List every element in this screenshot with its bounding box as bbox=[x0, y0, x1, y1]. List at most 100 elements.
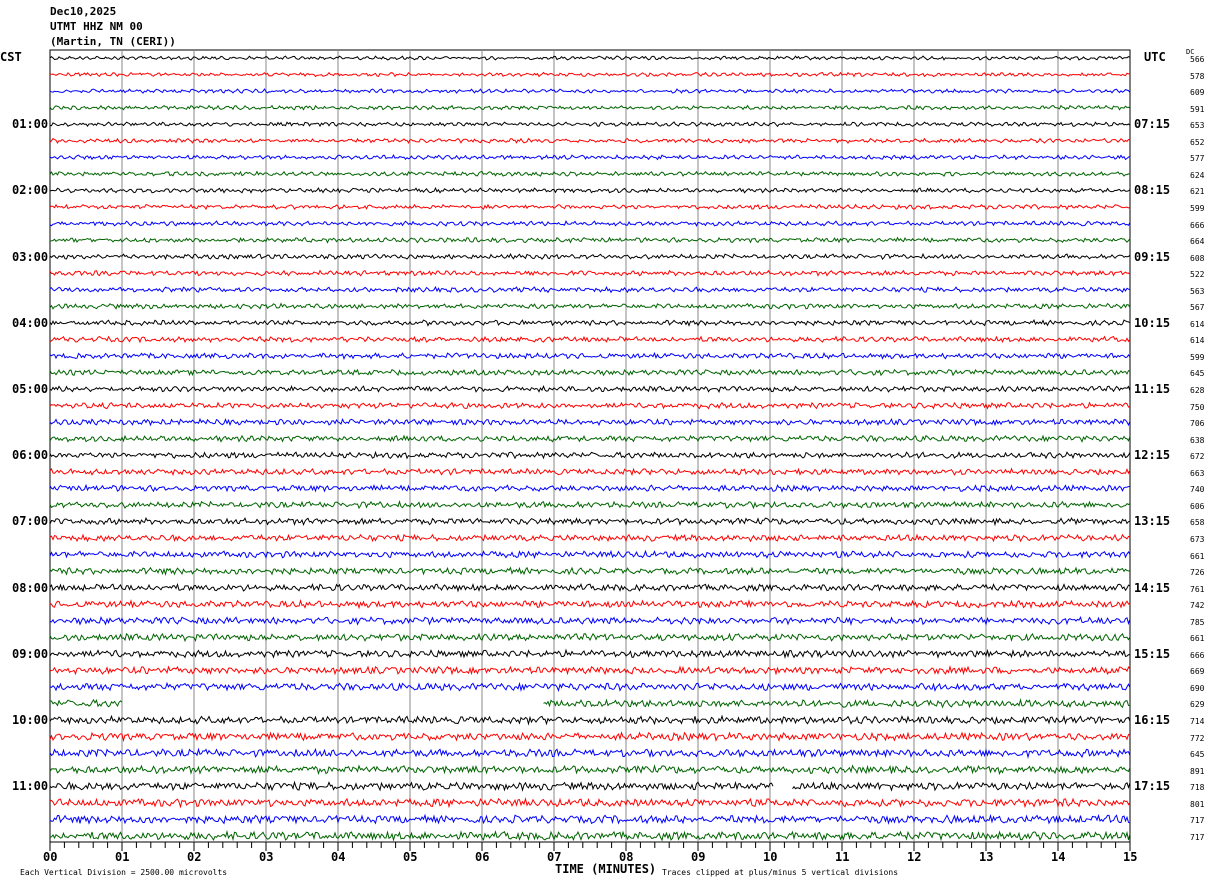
dc-offset-label: 726 bbox=[1190, 568, 1205, 578]
dc-offset-label: 742 bbox=[1190, 601, 1205, 611]
seismic-trace bbox=[49, 252, 1131, 261]
x-tick-label: 12 bbox=[907, 850, 922, 864]
utc-hour-label: 11:15 bbox=[1134, 382, 1171, 396]
x-tick-label: 15 bbox=[1123, 850, 1138, 864]
dc-offset-label: 599 bbox=[1190, 203, 1205, 213]
cst-hour-label: 10:00 bbox=[12, 713, 49, 727]
seismic-trace bbox=[49, 335, 1131, 344]
utc-hour-label: 07:15 bbox=[1134, 117, 1171, 132]
dc-offset-label: 522 bbox=[1190, 270, 1205, 280]
utc-hour-label: 10:15 bbox=[1134, 315, 1171, 330]
dc-offset-label: 672 bbox=[1190, 452, 1205, 462]
x-tick-label: 10 bbox=[763, 850, 778, 864]
seismic-trace bbox=[49, 516, 1131, 527]
station-label: UTMT HHZ NM 00 bbox=[50, 20, 143, 33]
seismic-trace bbox=[49, 764, 1131, 776]
seismic-trace bbox=[49, 829, 1131, 842]
dc-offset-label: 624 bbox=[1190, 170, 1205, 180]
x-tick-label: 11 bbox=[835, 850, 850, 864]
cst-hour-label: 01:00 bbox=[12, 117, 49, 132]
seismic-trace bbox=[49, 665, 1131, 676]
utc-hour-label: 12:15 bbox=[1134, 448, 1171, 463]
dc-offset-label: 645 bbox=[1190, 750, 1205, 760]
dc-offset-label: 653 bbox=[1190, 121, 1205, 131]
dc-offset-label: 628 bbox=[1190, 386, 1205, 395]
seismic-trace bbox=[49, 648, 1131, 660]
x-tick-label: 00 bbox=[43, 850, 58, 864]
seismic-trace bbox=[49, 500, 1131, 510]
dc-offset-label: 750 bbox=[1190, 402, 1205, 412]
seismic-trace bbox=[49, 269, 1131, 277]
dc-offset-label: 577 bbox=[1190, 154, 1205, 164]
dc-offset-label: 608 bbox=[1190, 253, 1205, 263]
left-timezone-label: CST bbox=[0, 50, 22, 64]
x-tick-label: 01 bbox=[115, 850, 130, 864]
seismic-trace bbox=[49, 302, 1131, 311]
seismic-trace bbox=[49, 88, 1131, 94]
seismic-trace bbox=[49, 186, 1131, 194]
seismic-trace bbox=[49, 285, 1131, 294]
utc-hour-label: 14:15 bbox=[1134, 580, 1171, 595]
seismic-trace bbox=[49, 121, 1131, 128]
utc-hour-label: 17:15 bbox=[1134, 779, 1171, 794]
seismic-trace bbox=[49, 714, 1131, 726]
cst-hour-label: 04:00 bbox=[12, 315, 49, 330]
x-tick-label: 09 bbox=[691, 850, 706, 864]
seismic-trace bbox=[49, 467, 1131, 477]
location-label: (Martin, TN (CERI)) bbox=[50, 35, 176, 48]
dc-header: DC bbox=[1186, 48, 1195, 56]
utc-hour-label: 13:15 bbox=[1134, 514, 1171, 529]
seismic-trace bbox=[49, 698, 1131, 709]
seismic-trace bbox=[49, 747, 1131, 759]
dc-offset-label: 663 bbox=[1190, 468, 1205, 478]
cst-hour-label: 02:00 bbox=[12, 183, 49, 198]
seismic-trace bbox=[49, 384, 1131, 393]
dc-offset-label: 563 bbox=[1190, 286, 1205, 296]
seismic-trace bbox=[49, 434, 1131, 443]
seismic-trace bbox=[49, 549, 1131, 560]
seismic-trace bbox=[49, 351, 1131, 360]
seismic-trace bbox=[49, 681, 1131, 693]
cst-hour-label: 08:00 bbox=[12, 580, 49, 595]
x-tick-label: 08 bbox=[619, 850, 634, 864]
cst-hour-label: 11:00 bbox=[12, 779, 49, 794]
seismic-trace bbox=[50, 71, 1131, 78]
dc-offset-label: 785 bbox=[1190, 617, 1205, 627]
plot-frame bbox=[49, 49, 1131, 843]
dc-offset-label: 714 bbox=[1190, 717, 1205, 726]
dc-offset-label: 661 bbox=[1190, 551, 1205, 561]
dc-offset-label: 638 bbox=[1190, 435, 1205, 445]
seismic-trace bbox=[49, 55, 1131, 61]
seismic-trace bbox=[49, 780, 1131, 792]
seismic-trace bbox=[49, 483, 1131, 493]
seismic-trace bbox=[49, 137, 1131, 144]
dc-offset-label: 621 bbox=[1190, 187, 1205, 197]
seismic-trace bbox=[49, 318, 1131, 327]
x-tick-label: 04 bbox=[331, 850, 346, 864]
dc-offset-label: 801 bbox=[1190, 799, 1205, 809]
x-tick-label: 03 bbox=[259, 850, 274, 864]
dc-offset-label: 891 bbox=[1190, 766, 1205, 776]
dc-offset-label: 658 bbox=[1190, 518, 1205, 528]
seismic-trace bbox=[49, 632, 1131, 643]
dc-offset-label: 591 bbox=[1190, 104, 1205, 114]
dc-offset-label: 614 bbox=[1190, 336, 1205, 346]
seismic-trace bbox=[49, 813, 1131, 825]
utc-hour-label: 16:15 bbox=[1134, 713, 1171, 727]
utc-hour-label: 15:15 bbox=[1134, 646, 1171, 661]
dc-offset-label: 566 bbox=[1190, 55, 1205, 64]
seismic-trace bbox=[49, 220, 1131, 227]
seismic-trace bbox=[49, 417, 1131, 427]
seismic-trace bbox=[49, 368, 1131, 377]
dc-offset-label: 599 bbox=[1190, 352, 1205, 362]
dc-offset-label: 772 bbox=[1190, 733, 1205, 743]
seismic-trace bbox=[49, 731, 1131, 743]
dc-offset-label: 717 bbox=[1190, 832, 1205, 842]
seismic-trace bbox=[49, 236, 1131, 244]
dc-offset-label: 664 bbox=[1190, 237, 1205, 247]
dc-offset-label: 718 bbox=[1190, 783, 1205, 793]
dc-offset-label: 717 bbox=[1190, 816, 1205, 826]
seismic-trace bbox=[49, 616, 1131, 626]
seismic-trace bbox=[49, 153, 1131, 161]
